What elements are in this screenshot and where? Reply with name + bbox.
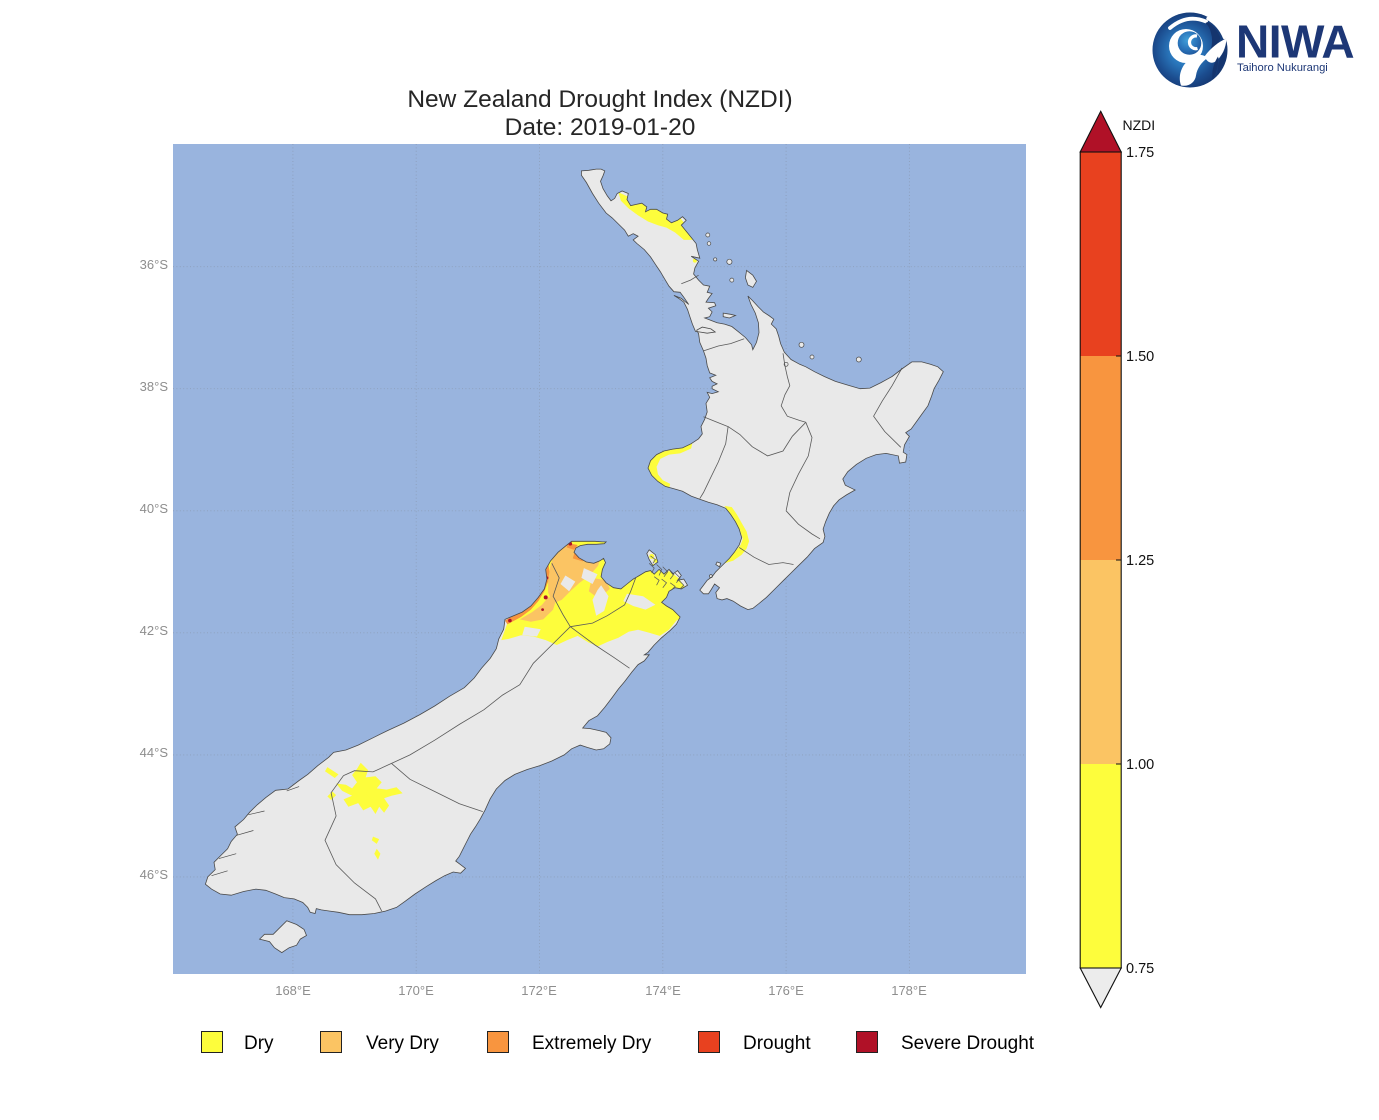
svg-text:1.50: 1.50	[1126, 349, 1154, 365]
svg-text:NIWA: NIWA	[1236, 16, 1354, 68]
svg-text:1.75: 1.75	[1126, 145, 1154, 161]
svg-text:0.75: 0.75	[1126, 961, 1154, 977]
svg-text:1.25: 1.25	[1126, 553, 1154, 569]
svg-text:NZDI: NZDI	[1123, 117, 1156, 133]
svg-text:Taihoro Nukurangi: Taihoro Nukurangi	[1237, 62, 1328, 74]
svg-text:1.00: 1.00	[1126, 757, 1154, 773]
